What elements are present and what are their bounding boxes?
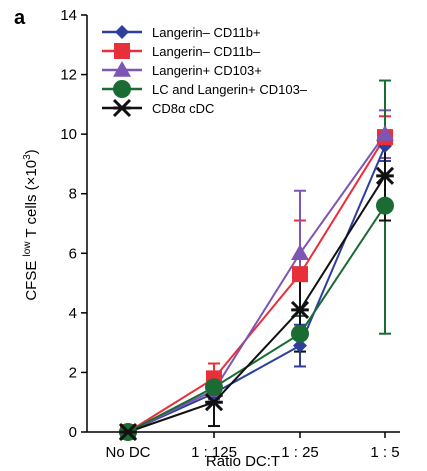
axes [86,15,400,433]
legend-marker [114,43,130,59]
series-line [127,205,386,433]
data-point [204,393,224,412]
data-point [118,422,138,442]
data-point [376,196,394,215]
x-tick-label: 1 : 5 [370,444,399,461]
legend-marker [112,98,132,118]
legend-label: Langerin+ CD103+ [152,63,262,78]
y-axis-title: CFSE low T cells (×103) [22,149,40,300]
legend-marker [115,25,129,39]
y-tick-label: 0 [69,424,77,441]
x-tick-label: 1 : 125 [191,444,237,461]
legend-label: Langerin– CD11b– [152,44,261,59]
y-tick-label: 4 [69,305,77,322]
series-markers [118,125,395,442]
series-line [127,145,386,433]
panel-label: a [14,7,26,29]
legend-label: CD8α cDC [152,101,214,116]
y-tick-label: 10 [60,126,77,143]
y-tick-label: 2 [69,364,77,381]
data-point [293,338,307,353]
y-tick-label: 8 [69,186,77,203]
legend-marker [113,61,131,77]
y-tick-label: 6 [69,245,77,262]
data-point [375,166,395,185]
legend-label: Langerin– CD11b+ [152,25,261,40]
series-line [127,175,386,433]
y-ticks: 0 2 4 6 8 10 12 14 [60,7,87,441]
y-tick-label: 14 [60,7,77,24]
series-line [127,136,386,433]
data-point [292,266,308,283]
data-point [290,300,310,319]
x-tick-label: No DC [105,444,150,461]
data-point [205,378,223,397]
legend: Langerin– CD11b+ Langerin– CD11b– Langerin… [102,25,308,118]
legend-marker [113,80,131,98]
x-ticks: No DC 1 : 125 1 : 25 1 : 5 [105,432,400,461]
y-tick-label: 12 [60,67,77,84]
x-tick-label: 1 : 25 [281,444,319,461]
data-point [376,125,394,141]
series-line [127,133,386,433]
series-lines [127,133,386,433]
data-point [291,324,309,343]
legend-label: LC and Langerin+ CD103– [152,82,308,97]
x-axis-title: Ratio DC:T [206,453,280,470]
data-point [291,244,309,261]
